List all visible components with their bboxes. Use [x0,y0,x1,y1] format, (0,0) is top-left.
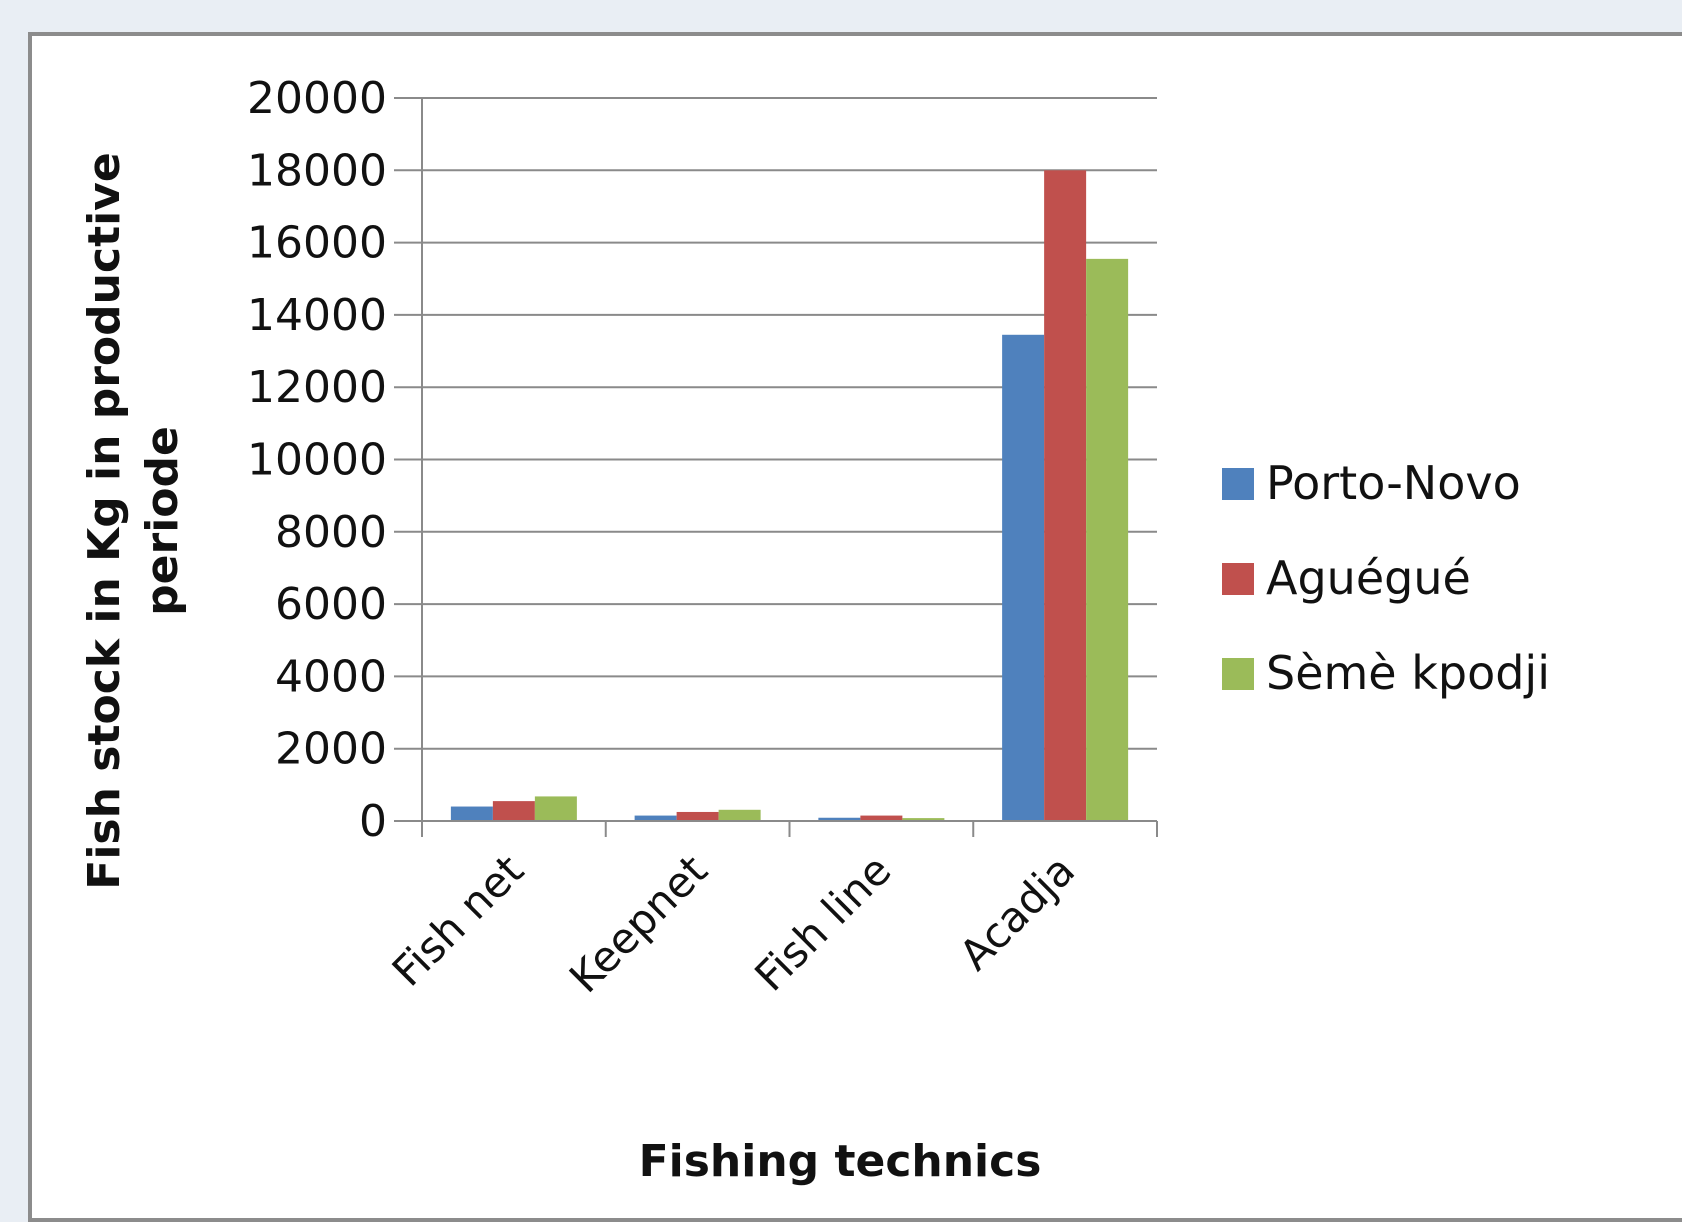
x-category-label: Fish line [745,845,900,1000]
y-tick-label: 6000 [275,579,387,630]
bar [450,806,493,821]
x-category-label: Fish net [383,845,533,995]
y-tick-label: 18000 [247,145,387,196]
x-category-label: Keepnet [560,845,717,1002]
y-axis-ticks: 0 2000 4000 6000 8000 10000 12000 14000 16000 180… [247,73,387,847]
x-category-label: Acadja [950,845,1084,979]
bar [676,811,719,821]
bar [492,801,535,821]
y-tick-label: 20000 [247,73,387,124]
legend-label: Aguégué [1266,551,1471,605]
y-tick-label: 0 [359,796,387,847]
y-tick-label: 10000 [247,435,387,486]
y-tick-label: 16000 [247,218,387,269]
bars [450,170,1129,822]
bar-chart: 0 2000 4000 6000 8000 10000 12000 14000 16000 180… [79,73,1550,1187]
legend-swatch [1222,563,1254,595]
y-tick-label: 4000 [275,651,387,702]
y-axis-title-line1: Fish stock in Kg in productive [79,152,130,889]
bar [1086,258,1129,821]
legend-swatch [1222,468,1254,500]
y-tick-label: 2000 [275,724,387,775]
bar [818,817,861,821]
chart-frame: 0 2000 4000 6000 8000 10000 12000 14000 16000 180… [28,32,1682,1222]
y-tick-label: 8000 [275,507,387,558]
legend-swatch [1222,658,1254,690]
y-tick-label: 12000 [247,362,387,413]
x-axis-categories: Fish net Keepnet Fish line Acadja [383,845,1085,1002]
bar [718,809,761,821]
axes [421,98,1158,837]
legend-label: Porto-Novo [1266,456,1521,510]
bar [634,815,677,821]
legend: Porto-Novo Aguégué Sèmè kpodji [1222,456,1550,700]
legend-label: Sèmè kpodji [1266,646,1550,700]
bar [1044,170,1087,822]
bar [902,818,945,821]
y-axis-title: Fish stock in Kg in productive periode [79,152,188,889]
bar [534,796,577,821]
y-tick-label: 14000 [247,290,387,341]
x-axis-title: Fishing technics [639,1136,1042,1187]
bar [860,815,903,821]
bar [1002,334,1045,821]
y-axis-title-line2: periode [137,426,188,616]
gridlines [394,97,1157,822]
